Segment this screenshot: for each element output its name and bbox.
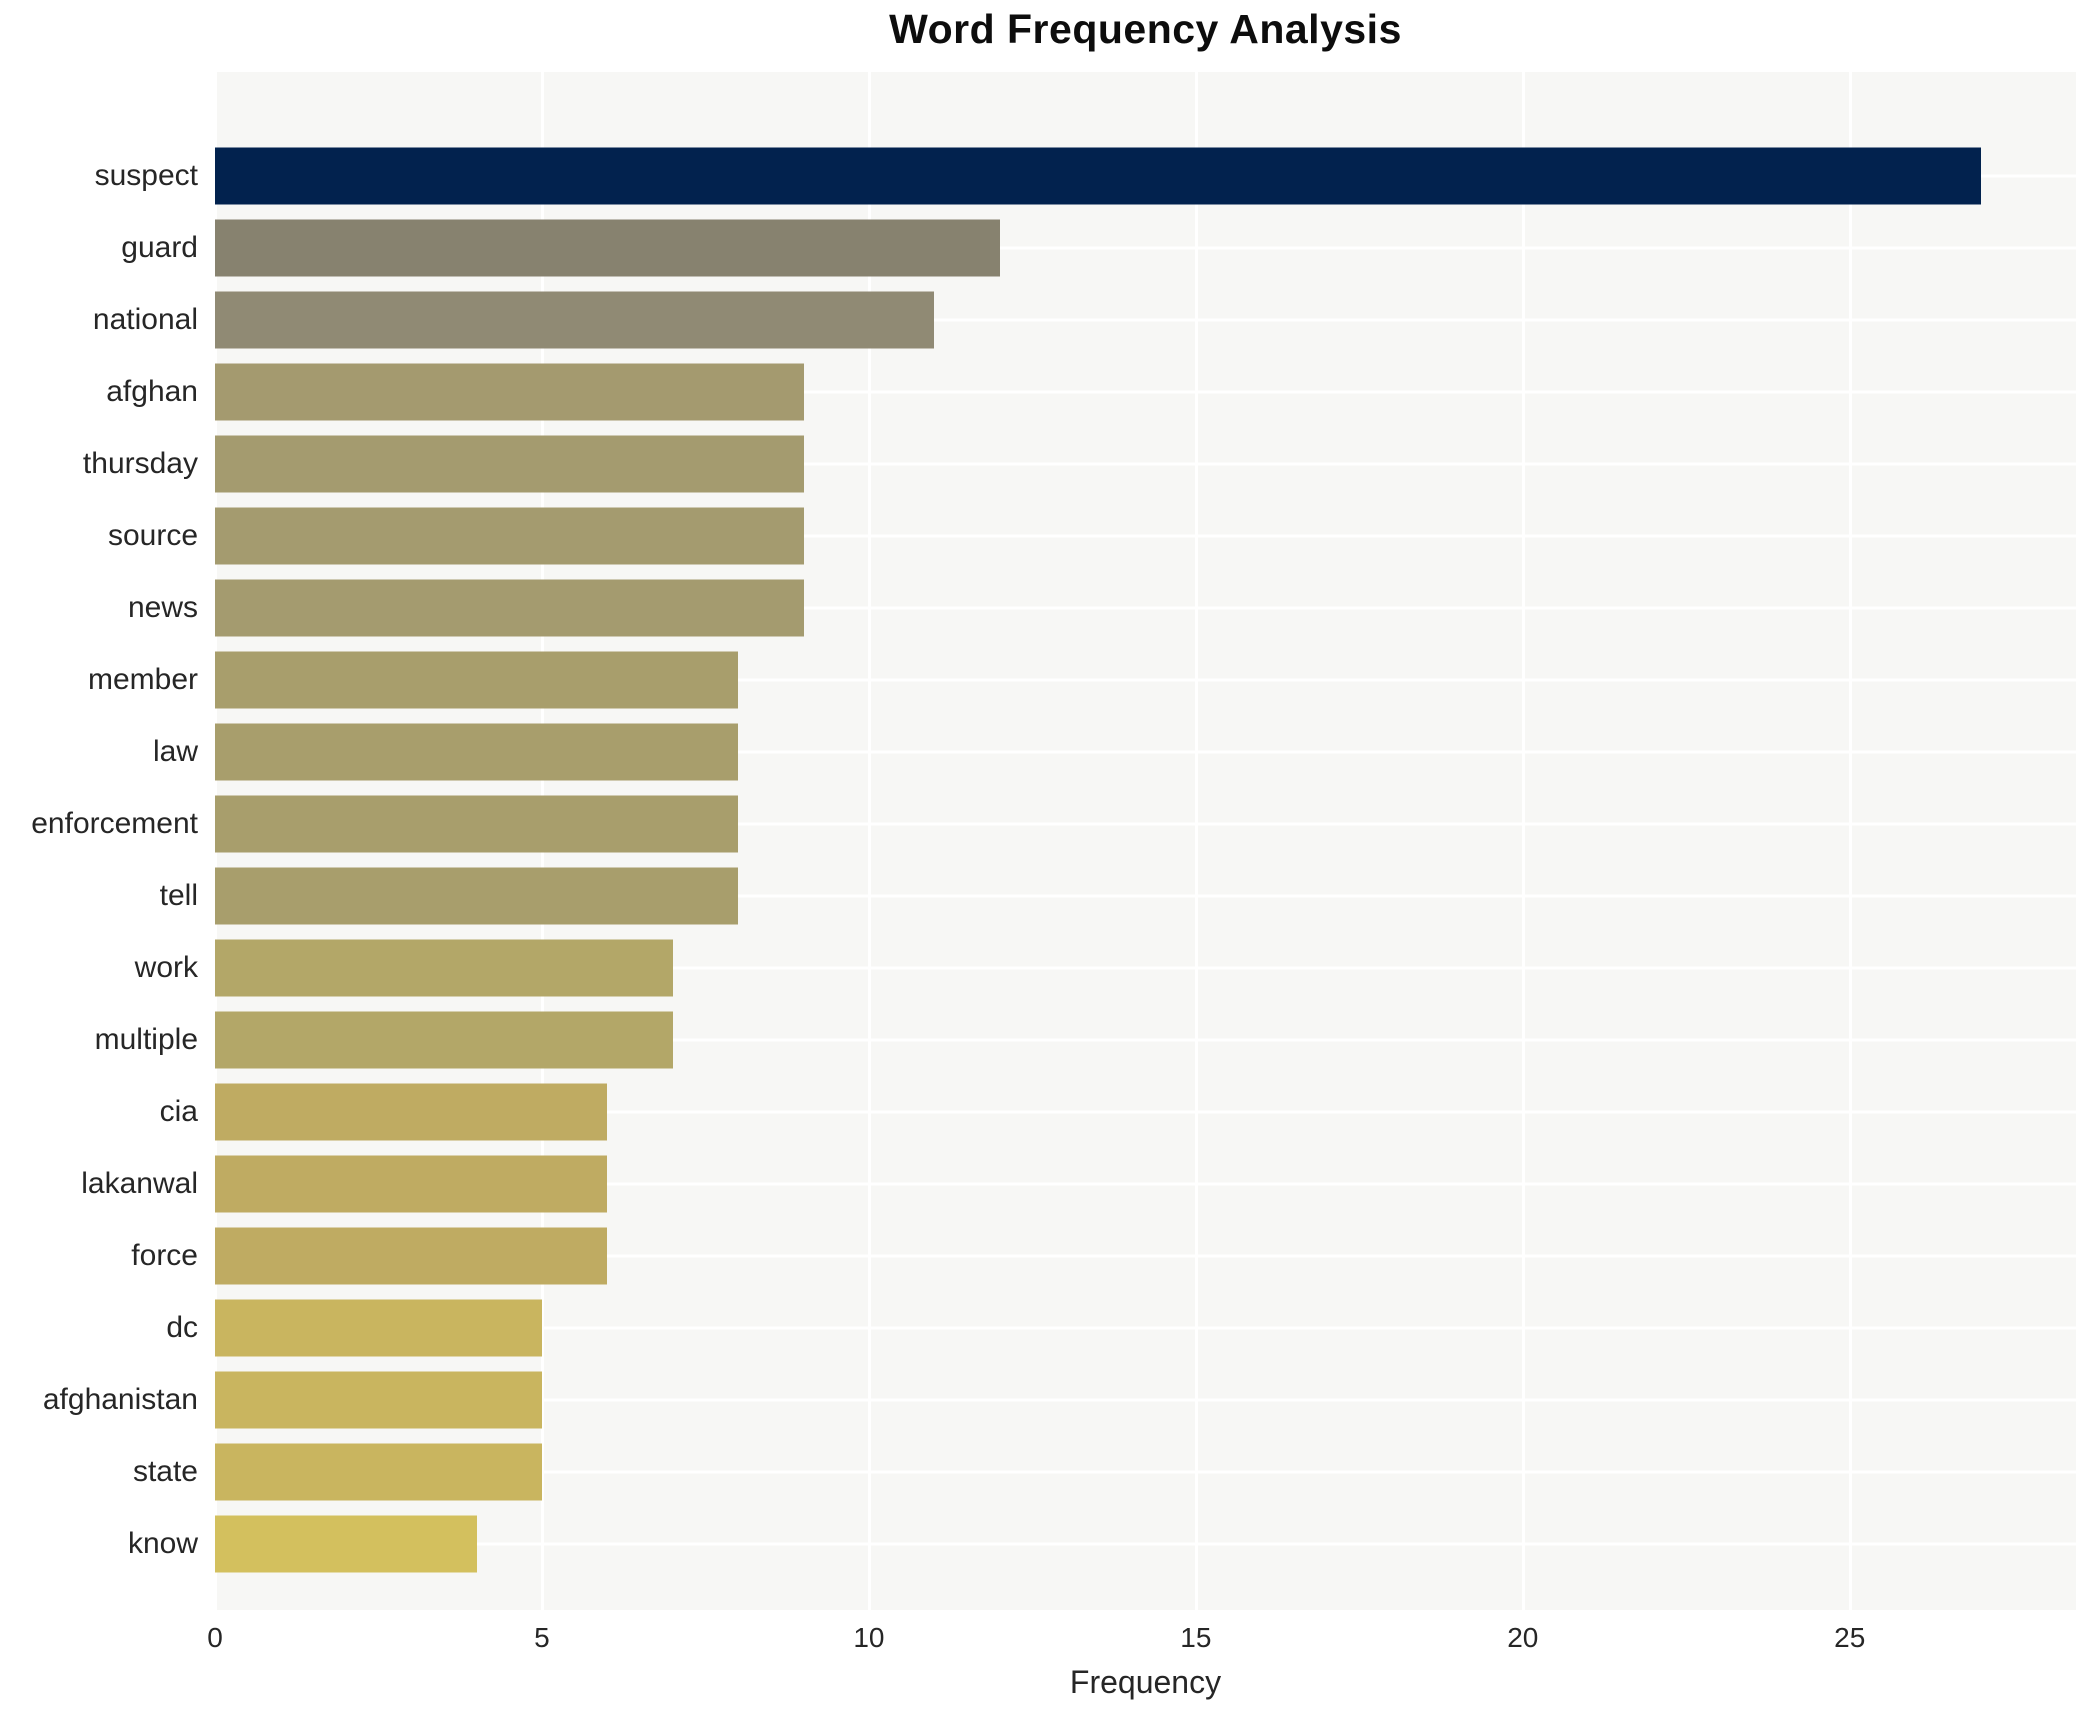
y-tick-label-work: work [134,951,198,984]
bar-enforcement [215,795,739,853]
bar-row [215,1148,2076,1220]
y-tick-label-force: force [131,1239,198,1272]
bar-afghan [215,363,804,421]
horizontal-gridline [215,1254,2076,1258]
bar-row [215,1508,2076,1580]
y-tick-label-source: source [107,519,198,552]
horizontal-gridline [215,822,2076,826]
vertical-gridline [867,72,871,1610]
y-tick-label-lakanwal: lakanwal [81,1167,198,1200]
y-tick-label-tell: tell [159,879,198,912]
bar-cia [215,1083,608,1141]
bar-row [215,1436,2076,1508]
y-tick-label-thursday: thursday [82,447,198,480]
horizontal-gridline [215,462,2076,466]
bar-state [215,1443,542,1501]
y-tick-label-dc: dc [166,1311,198,1344]
horizontal-gridline [215,894,2076,898]
horizontal-gridline [215,1182,2076,1186]
bar-know [215,1515,477,1573]
bar-row [215,212,2076,284]
bar-row [215,572,2076,644]
bar-source [215,507,804,565]
bar-member [215,651,739,709]
horizontal-gridline [215,1110,2076,1114]
horizontal-gridline [215,246,2076,250]
bar-national [215,291,935,349]
x-tick-label-25: 25 [1834,1622,1866,1653]
bar-row [215,1364,2076,1436]
bar-row [215,1076,2076,1148]
horizontal-gridline [215,1542,2076,1546]
y-tick-label-law: law [152,735,198,768]
horizontal-gridline [215,750,2076,754]
x-tick-label-20: 20 [1507,1622,1539,1653]
y-tick-label-multiple: multiple [94,1023,198,1056]
horizontal-gridline [215,1326,2076,1330]
horizontal-gridline [215,966,2076,970]
bar-row [215,644,2076,716]
y-tick-label-afghanistan: afghanistan [42,1383,198,1416]
vertical-gridline [1194,72,1198,1610]
y-tick-label-suspect: suspect [94,159,198,192]
bar-row [215,140,2076,212]
y-tick-label-afghan: afghan [106,375,198,408]
bar-suspect [215,147,1981,205]
bar-thursday [215,435,804,493]
y-tick-label-cia: cia [159,1095,198,1128]
x-tick-label-15: 15 [1180,1622,1212,1653]
bar-multiple [215,1011,673,1069]
bar-lakanwal [215,1155,608,1213]
bar-row [215,284,2076,356]
bar-dc [215,1299,542,1357]
horizontal-gridline [215,606,2076,610]
y-tick-label-national: national [92,303,198,336]
y-tick-label-know: know [127,1527,198,1560]
horizontal-gridline [215,1398,2076,1402]
bar-guard [215,219,1000,277]
horizontal-gridline [215,390,2076,394]
vertical-gridline [1521,72,1525,1610]
x-axis-label: Frequency [1069,1664,1222,1700]
horizontal-gridline [215,534,2076,538]
bar-news [215,579,804,637]
bar-work [215,939,673,997]
bar-row [215,716,2076,788]
horizontal-gridline [215,678,2076,682]
bar-row [215,356,2076,428]
bar-row [215,1220,2076,1292]
bar-row [215,428,2076,500]
x-tick-label-10: 10 [853,1622,885,1653]
y-tick-label-state: state [132,1455,198,1488]
chart-title: Word Frequency Analysis [889,6,1402,52]
bar-row [215,860,2076,932]
bar-row [215,500,2076,572]
bar-law [215,723,739,781]
y-tick-label-member: member [87,663,198,696]
bar-row [215,932,2076,1004]
bar-force [215,1227,608,1285]
x-tick-label-5: 5 [534,1622,550,1653]
horizontal-gridline [215,318,2076,322]
x-tick-label-0: 0 [207,1622,223,1653]
vertical-gridline [1848,72,1852,1610]
y-tick-label-guard: guard [121,231,198,264]
bar-tell [215,867,739,925]
bar-row [215,788,2076,860]
y-tick-label-enforcement: enforcement [31,807,198,840]
horizontal-gridline [215,1038,2076,1042]
bar-row [215,1004,2076,1076]
bar-row [215,1292,2076,1364]
horizontal-gridline [215,1470,2076,1474]
bar-afghanistan [215,1371,542,1429]
plot-area [214,72,2076,1610]
y-tick-label-news: news [127,591,198,624]
